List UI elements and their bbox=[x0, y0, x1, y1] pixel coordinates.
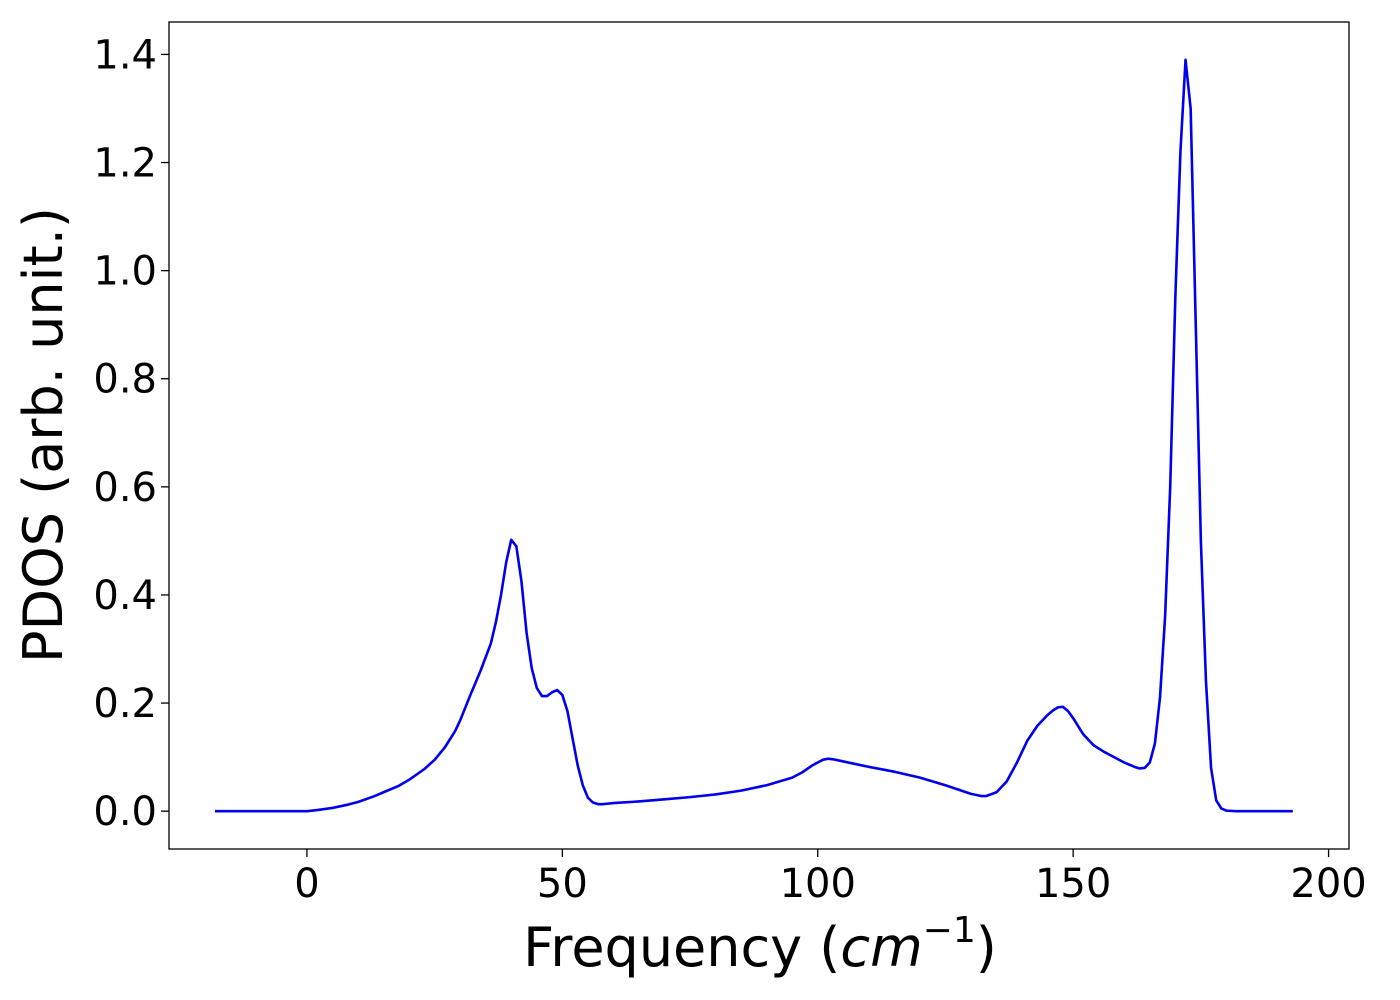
y-tick-label: 0.4 bbox=[93, 573, 157, 619]
y-tick-label: 0.6 bbox=[93, 465, 157, 511]
x-axis-label-unit: cm bbox=[840, 916, 922, 979]
x-tick-label: 0 bbox=[294, 861, 319, 907]
x-axis-label-suffix: ) bbox=[976, 916, 997, 979]
y-tick-label: 0.2 bbox=[93, 681, 157, 727]
x-axis-label-prefix: Frequency ( bbox=[523, 916, 840, 979]
x-tick-label: 50 bbox=[537, 861, 588, 907]
x-axis-ticks: 0 50 100 150 200 bbox=[294, 849, 1367, 907]
x-tick-label: 150 bbox=[1035, 861, 1111, 907]
y-tick-label: 0.8 bbox=[93, 357, 157, 403]
x-tick-label: 100 bbox=[780, 861, 856, 907]
plot-area bbox=[169, 22, 1349, 849]
y-axis-label: PDOS (arb. unit.) bbox=[12, 207, 75, 663]
series-group bbox=[214, 58, 1293, 813]
x-axis-label-exponent: −1 bbox=[923, 910, 976, 951]
series-line-0 bbox=[214, 58, 1293, 813]
y-axis-ticks: 0.0 0.2 0.4 0.6 0.8 1.0 1.2 1.4 bbox=[93, 32, 169, 835]
x-tick-label: 200 bbox=[1290, 861, 1366, 907]
y-tick-label: 1.4 bbox=[93, 32, 157, 78]
y-tick-label: 0.0 bbox=[93, 789, 157, 835]
plot-frame bbox=[168, 21, 1350, 850]
x-axis-label: Frequency (cm−1) bbox=[523, 910, 997, 979]
y-tick-label: 1.0 bbox=[93, 249, 157, 295]
y-tick-label: 1.2 bbox=[93, 141, 157, 187]
